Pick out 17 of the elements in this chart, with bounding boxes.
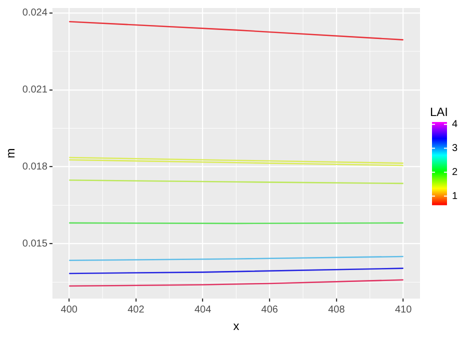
color-bar-label: 3 bbox=[452, 143, 458, 154]
y-tick-label: 0.024 bbox=[22, 8, 48, 19]
x-tick-label: 410 bbox=[394, 304, 412, 316]
color-bar-label: 4 bbox=[452, 119, 458, 130]
x-tick-label: 404 bbox=[194, 304, 212, 316]
y-tick-label: 0.018 bbox=[22, 162, 48, 173]
y-tick-label: 0.015 bbox=[22, 238, 48, 250]
x-tick-label: 400 bbox=[60, 304, 78, 316]
color-bar-label: 2 bbox=[452, 166, 458, 178]
color-bar-label: 1 bbox=[452, 190, 458, 202]
color-bar-title: LAI bbox=[430, 105, 448, 119]
x-tick-label: 402 bbox=[128, 304, 145, 316]
y-tick-label: 0.021 bbox=[22, 84, 48, 96]
x-tick-label: 406 bbox=[261, 304, 278, 316]
y-axis-title: m bbox=[4, 148, 18, 158]
x-tick-label: 408 bbox=[328, 304, 346, 316]
x-axis-title: x bbox=[233, 319, 240, 334]
